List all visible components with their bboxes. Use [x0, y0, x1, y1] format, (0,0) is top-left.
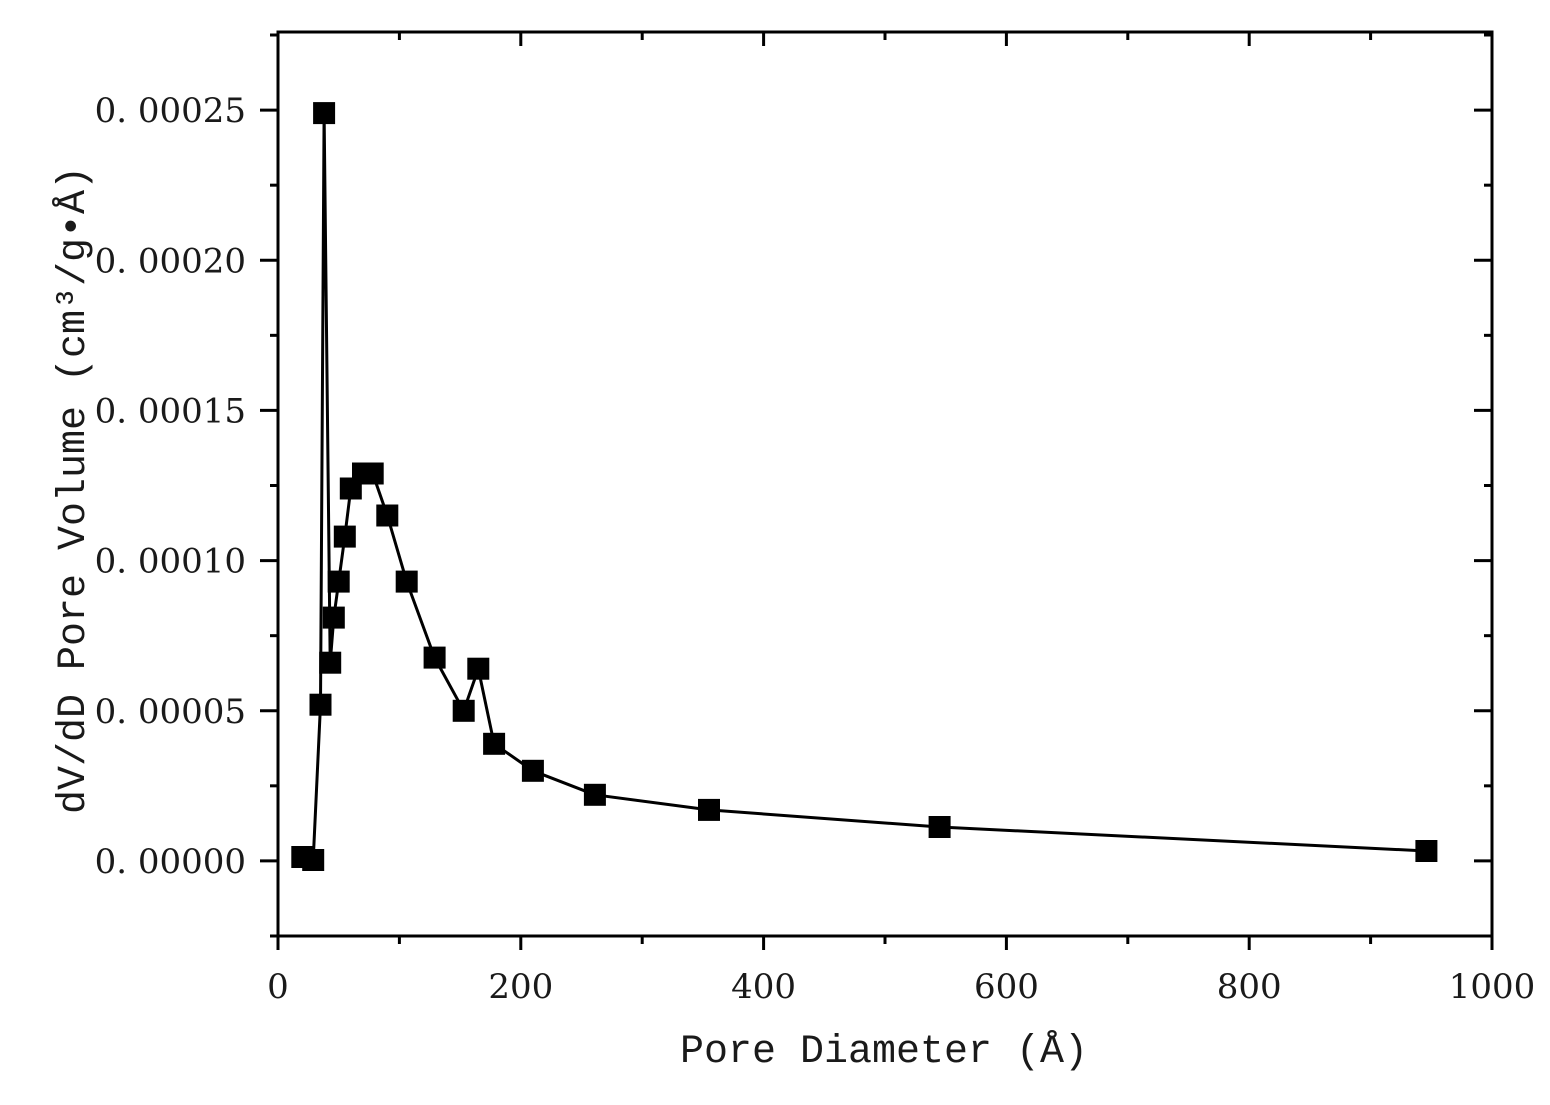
x-axis-title: Pore Diameter (Å)	[680, 1029, 1088, 1075]
data-point-marker	[376, 504, 399, 527]
data-point-marker	[1415, 840, 1438, 862]
data-point-marker	[309, 693, 332, 716]
x-tick-label: 400	[731, 967, 796, 1007]
data-point-marker	[395, 570, 418, 593]
data-point-marker	[313, 102, 336, 125]
data-point-marker	[583, 783, 606, 806]
x-tick-label: 800	[1217, 967, 1282, 1007]
series-markers	[291, 102, 1438, 871]
data-point-marker	[319, 651, 342, 674]
plot-frame	[276, 30, 1494, 938]
x-tick-label: 200	[488, 967, 553, 1007]
y-tick-label: 0. 00025	[95, 91, 246, 131]
plot-border	[276, 30, 1494, 938]
axis-ticks	[260, 32, 1494, 950]
y-tick-label: 0. 00010	[95, 542, 246, 582]
data-point-marker	[928, 816, 951, 838]
y-tick-labels: 0. 00000 0. 00005 0. 00010 0. 00015 0. 00020…	[95, 91, 246, 882]
data-point-marker	[322, 606, 345, 629]
y-axis-title: dV/dD Pore Volume (cm³/g•Å)	[51, 166, 97, 814]
x-tick-label: 0	[267, 967, 289, 1007]
data-point-marker	[302, 849, 325, 871]
y-tick-label: 0. 00005	[95, 692, 246, 732]
y-tick-label: 0. 00020	[95, 241, 246, 281]
data-point-marker	[698, 798, 720, 821]
data-point-marker	[483, 732, 506, 755]
data-point-marker	[452, 699, 475, 722]
y-tick-label: 0. 00015	[95, 391, 246, 431]
data-point-marker	[333, 525, 356, 548]
x-tick-label: 600	[974, 967, 1039, 1007]
data-point-marker	[327, 570, 350, 593]
data-point-marker	[361, 462, 384, 485]
y-tick-label: 0. 00000	[95, 842, 246, 882]
data-point-marker	[423, 646, 446, 669]
x-tick-label: 1000	[1449, 967, 1536, 1007]
series-line	[301, 111, 1427, 862]
data-line	[301, 111, 1427, 862]
data-point-marker	[467, 657, 490, 680]
data-point-marker	[521, 759, 544, 782]
x-tick-labels: 0 200 400 600 800 1000	[267, 967, 1535, 1007]
